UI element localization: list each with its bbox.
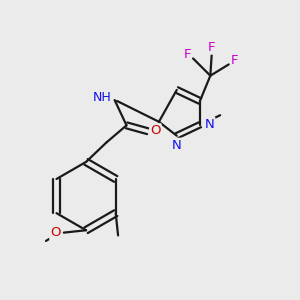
Text: N: N — [205, 118, 214, 130]
Text: F: F — [183, 48, 191, 61]
Text: F: F — [231, 54, 238, 67]
Text: O: O — [150, 124, 160, 137]
Text: NH: NH — [93, 91, 112, 104]
Text: N: N — [172, 139, 182, 152]
Text: F: F — [208, 41, 215, 54]
Text: O: O — [50, 226, 61, 239]
